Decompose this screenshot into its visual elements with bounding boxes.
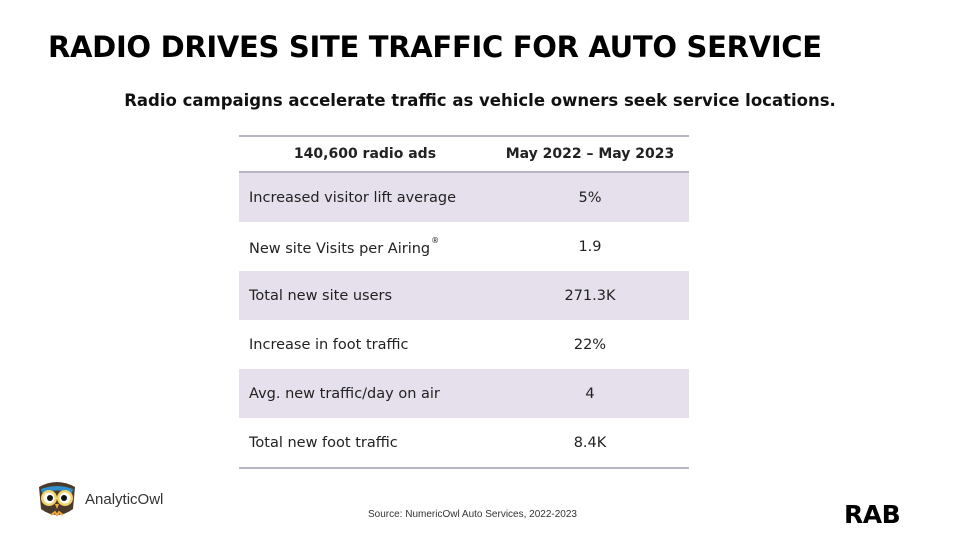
table-row: New site Visits per Airing® 1.9: [239, 222, 689, 271]
row-value: 22%: [573, 336, 607, 353]
analyticowl-logo: AnalyticOwl: [35, 479, 163, 519]
source-note: Source: NumericOwl Auto Services, 2022-2…: [368, 509, 577, 520]
row-value: 271.3K: [490, 271, 689, 320]
row-label: Increased visitor lift average: [239, 172, 491, 222]
page-title: RADIO DRIVES SITE TRAFFIC FOR AUTO SERVI…: [48, 30, 822, 64]
stats-table: 140,600 radio ads May 2022 – May 2023 In…: [239, 135, 689, 469]
row-value: 4: [490, 369, 689, 418]
table-header-row: 140,600 radio ads May 2022 – May 2023: [239, 135, 689, 173]
table-row: Total new foot traffic 8.4K: [239, 418, 689, 469]
row-label: Total new foot traffic: [239, 418, 491, 469]
row-value: 1.9: [578, 238, 602, 255]
table-row: Increase in foot traffic 22%: [239, 320, 689, 369]
owl-icon: [39, 482, 75, 517]
header-date-range: May 2022 – May 2023: [490, 135, 689, 173]
table-row: Increased visitor lift average 5%: [239, 172, 689, 222]
analyticowl-text: AnalyticOwl: [85, 490, 164, 508]
row-label: Increase in foot traffic: [249, 336, 409, 353]
header-ads-count: 140,600 radio ads: [239, 135, 491, 173]
row-value: 8.4K: [490, 418, 689, 469]
table-row: Total new site users 271.3K: [239, 271, 689, 320]
row-label-cell: New site Visits per Airing®: [239, 222, 491, 271]
row-label: Avg. new traffic/day on air: [239, 369, 491, 418]
row-label: Total new site users: [239, 271, 491, 320]
row-label: New site Visits per Airing: [249, 241, 431, 257]
row-value: 5%: [490, 172, 689, 222]
table-row: Avg. new traffic/day on air 4: [239, 369, 689, 418]
page-subtitle: Radio campaigns accelerate traffic as ve…: [124, 91, 836, 110]
registered-mark: ®: [431, 236, 440, 245]
rab-logo: RAB: [844, 500, 901, 529]
